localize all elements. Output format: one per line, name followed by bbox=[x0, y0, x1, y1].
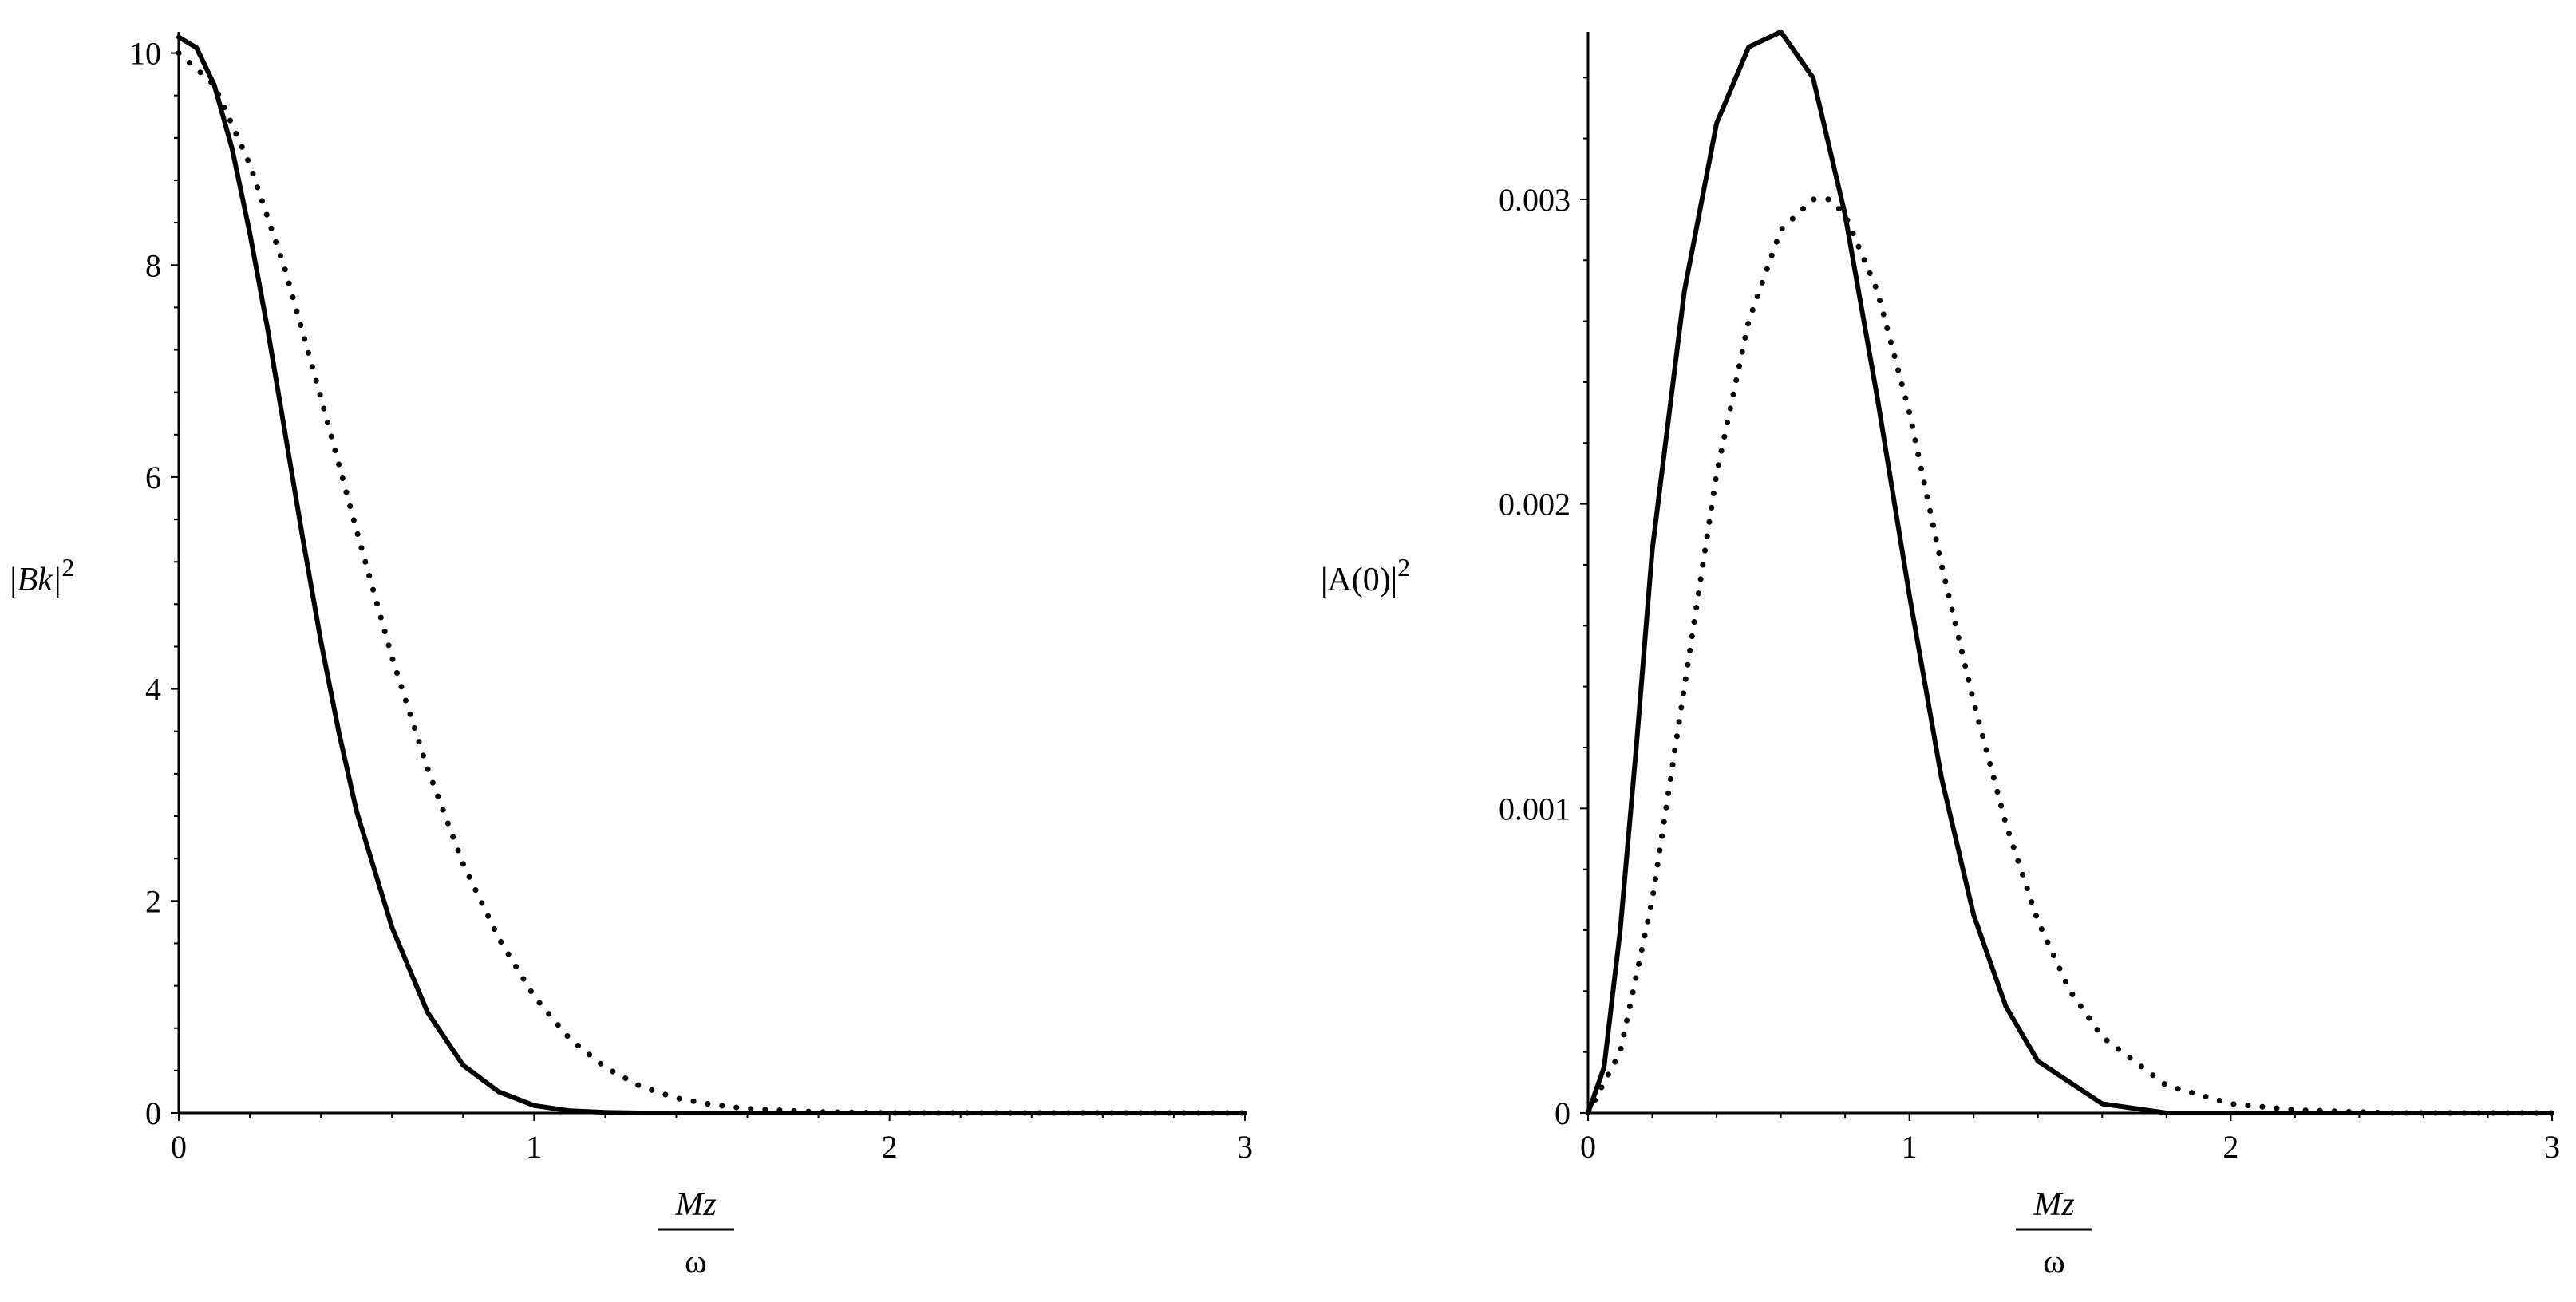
y-axis-label-superscript: 2 bbox=[61, 553, 74, 582]
x-tick-label: 3 bbox=[2544, 1129, 2560, 1165]
y-tick-label: 10 bbox=[129, 36, 161, 72]
y-axis-label: |Bk|2 bbox=[8, 553, 74, 598]
dotted-series-line bbox=[176, 50, 1248, 1116]
y-axis-label-superscript: 2 bbox=[1397, 553, 1410, 582]
x-tick-label: 2 bbox=[2222, 1129, 2238, 1165]
x-axis-label-numerator: Mz bbox=[674, 1186, 716, 1223]
y-axis-label: |A(0)|2 bbox=[1321, 553, 1410, 598]
y-tick-label: 0.002 bbox=[1499, 487, 1570, 523]
x-tick-label: 3 bbox=[1237, 1129, 1253, 1165]
dotted-series-line bbox=[1585, 196, 2555, 1116]
y-tick-label: 6 bbox=[145, 460, 161, 495]
y-tick-label: 0.001 bbox=[1499, 791, 1570, 827]
x-axis-label-denominator: ω bbox=[2043, 1244, 2065, 1280]
y-tick-label: 0 bbox=[1555, 1095, 1570, 1131]
y-axis-label-base: |A(0)| bbox=[1321, 562, 1397, 598]
x-tick-label: 1 bbox=[1902, 1129, 1918, 1165]
x-tick-label: 0 bbox=[1580, 1129, 1596, 1165]
y-axis-label-base: |Bk| bbox=[8, 562, 61, 598]
x-tick-label: 2 bbox=[882, 1129, 898, 1165]
y-tick-label: 2 bbox=[145, 883, 161, 919]
y-tick-label: 0 bbox=[145, 1095, 161, 1131]
solid-series-line bbox=[1586, 30, 2554, 1115]
y-tick-label: 0.003 bbox=[1499, 182, 1570, 218]
solid-series-line bbox=[176, 34, 1247, 1115]
x-axis-label-numerator: Mz bbox=[2033, 1186, 2074, 1223]
y-tick-label: 4 bbox=[145, 672, 161, 708]
x-axis-label-denominator: ω bbox=[685, 1244, 707, 1280]
y-tick-label: 8 bbox=[145, 247, 161, 283]
x-tick-label: 0 bbox=[171, 1129, 187, 1165]
x-tick-label: 1 bbox=[526, 1129, 542, 1165]
